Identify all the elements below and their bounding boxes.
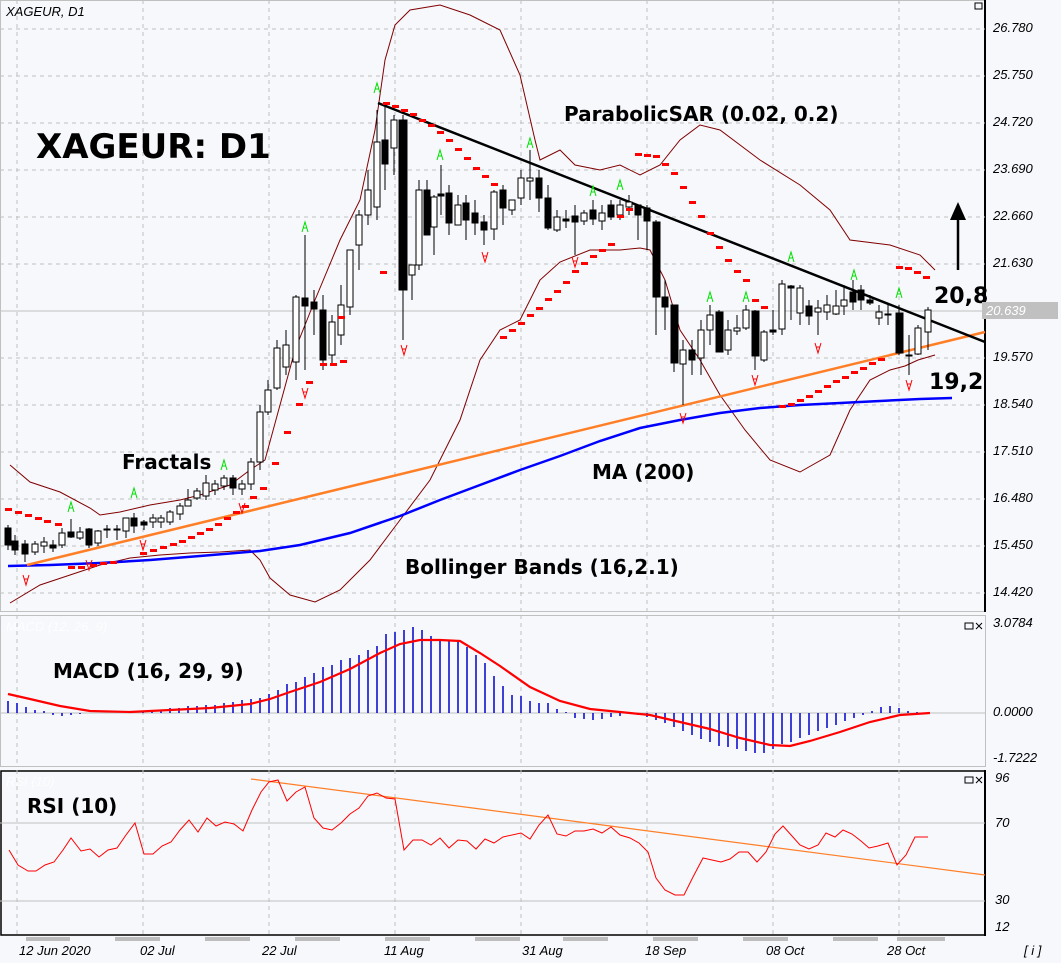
x-tick: 28 Oct [887, 943, 926, 958]
bollinger-label: Bollinger Bands (16,2.1) [405, 555, 679, 579]
y-tick: 25.750 [993, 67, 1033, 82]
fractal-down-markers [22, 251, 913, 587]
rsi-ghost-title: RSI (10) [6, 774, 55, 789]
rsi-y-tick: 30 [995, 892, 1010, 907]
symbol-heading: XAGEUR: D1 [36, 127, 271, 167]
rsi-y-tick: 12 [995, 919, 1010, 934]
macd-pane-maximize-button[interactable] [962, 619, 974, 629]
y-tick: 22.660 [993, 208, 1033, 223]
macd-ghost-title: MACD (12, 26, 9) [6, 619, 108, 634]
x-tick: 12 Jun 2020 [19, 943, 91, 958]
main-price-pane[interactable]: XAGEUR, D1 XAGEUR: D1 ParabolicSAR (0.02… [0, 0, 1061, 613]
x-tick: 11 Aug [384, 943, 424, 958]
rsi-y-tick: 96 [995, 770, 1010, 785]
macd-signal-line [7, 638, 931, 748]
y-tick: 24.720 [993, 114, 1033, 129]
level-low-label: 19,2 [929, 370, 984, 395]
y-tick: 21.630 [993, 255, 1033, 270]
parabolic-sar-dots [5, 102, 930, 569]
fractals-label: Fractals [122, 450, 212, 474]
price-chart-canvas [0, 0, 986, 612]
x-tick: 18 Sep [645, 943, 687, 958]
rsi-line [8, 779, 928, 896]
y-tick: 23.690 [993, 161, 1033, 176]
y-tick: 18.540 [993, 396, 1033, 411]
current-price-tag: 20.639 [982, 302, 1058, 319]
y-tick: 14.420 [993, 584, 1033, 599]
level-high-label: 20,8 [934, 284, 989, 309]
ma-label: MA (200) [592, 460, 695, 484]
up-arrow-icon [950, 202, 966, 270]
parabolic-sar-label: ParabolicSAR (0.02, 0.2) [564, 102, 839, 126]
fractal-up-markers [67, 81, 903, 513]
time-x-axis: 12 Jun 2020 02 Jul 22 Jul 11 Aug 31 Aug … [0, 937, 1061, 963]
rsi-pane-close-button[interactable] [975, 773, 985, 783]
y-tick: 15.450 [993, 537, 1033, 552]
y-tick: 26.780 [993, 20, 1033, 35]
macd-heading: MACD (16, 29, 9) [53, 659, 244, 683]
y-tick: 16.480 [993, 490, 1033, 505]
macd-pane[interactable]: MACD (12, 26, 9) MACD (16, 29, 9) 3.0784… [0, 615, 1061, 768]
rsi-pane[interactable]: RSI (10) RSI (10) 96 70 30 12 [0, 770, 1061, 937]
window-title: XAGEUR, D1 [6, 4, 85, 19]
rsi-pane-maximize-button[interactable] [962, 773, 974, 783]
x-tick: 31 Aug [522, 943, 563, 958]
macd-chart-canvas [0, 615, 986, 767]
macd-y-tick: 0.0000 [993, 704, 1033, 719]
x-tick: 08 Oct [766, 943, 805, 958]
rsi-chart-canvas [0, 770, 986, 936]
x-tick: 22 Jul [262, 943, 297, 958]
macd-y-tick: 3.0784 [993, 615, 1033, 630]
x-tick: 02 Jul [140, 943, 175, 958]
rsi-y-tick: 70 [995, 815, 1010, 830]
candlesticks [4, 105, 932, 562]
x-axis-scale-strip [26, 937, 945, 941]
macd-y-tick: -1.7222 [993, 750, 1038, 765]
y-tick: 17.510 [993, 443, 1033, 458]
macd-pane-close-button[interactable] [975, 619, 985, 629]
rsi-heading: RSI (10) [27, 794, 118, 818]
y-tick: 19.570 [993, 349, 1033, 364]
info-button[interactable]: [ i ] [1024, 943, 1042, 958]
